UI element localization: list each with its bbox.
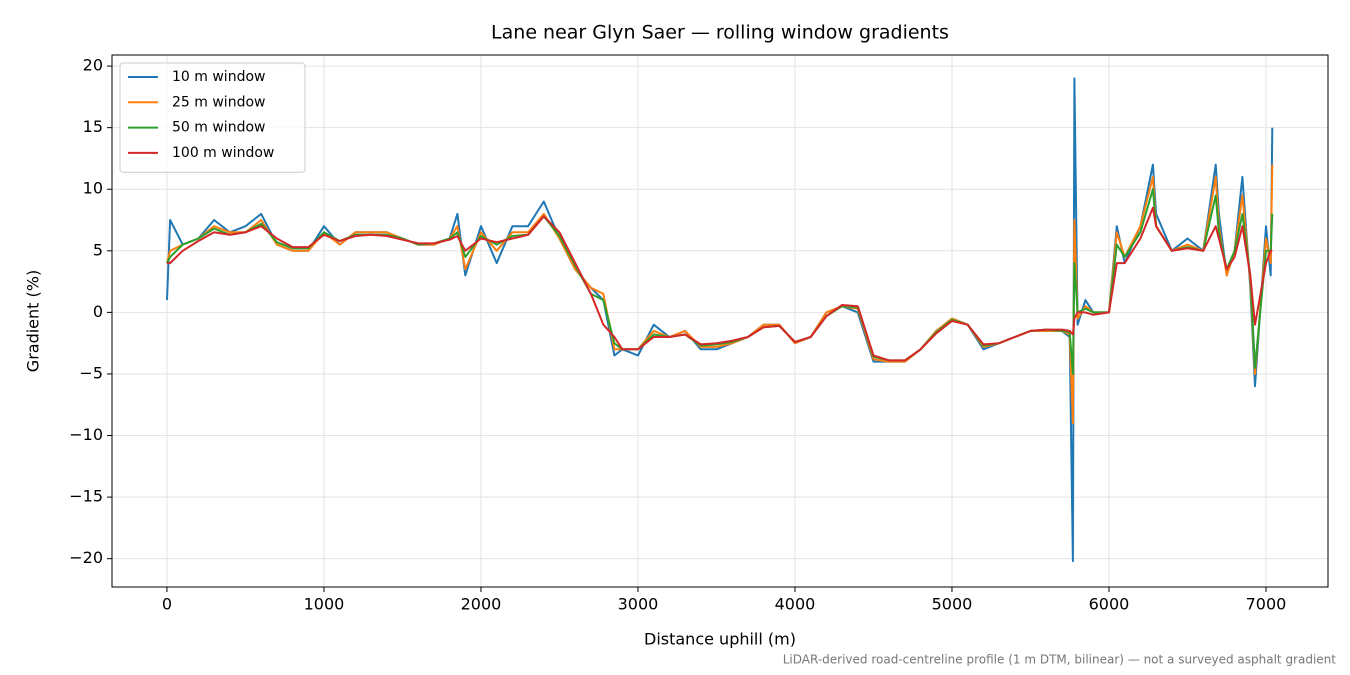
- annotation: LiDAR-derived road-centreline profile (1…: [783, 653, 1337, 667]
- y-tick-label: −20: [69, 548, 103, 567]
- x-tick-label: 6000: [1089, 595, 1130, 614]
- legend-label: 100 m window: [172, 145, 274, 161]
- y-tick-label: −5: [79, 363, 103, 382]
- legend-box: [119, 62, 306, 173]
- chart-title: Lane near Glyn Saer — rolling window gra…: [491, 22, 949, 44]
- x-tick-label: 2000: [461, 595, 502, 614]
- x-tick-label: 3000: [618, 595, 659, 614]
- y-tick-label: 5: [93, 240, 103, 259]
- x-tick-label: 1000: [304, 595, 345, 614]
- y-tick-label: 0: [93, 302, 103, 321]
- legend-label: 10 m window: [172, 69, 265, 85]
- y-tick-label: 15: [83, 117, 103, 136]
- x-tick-label: 0: [162, 595, 172, 614]
- legend-label: 50 m window: [172, 120, 265, 136]
- x-tick-label: 4000: [775, 595, 816, 614]
- x-tick-label: 7000: [1246, 595, 1287, 614]
- y-tick-label: −15: [69, 487, 103, 506]
- y-tick-label: 10: [83, 179, 103, 198]
- legend: 10 m window 25 m window 50 m window 100 m w…: [119, 62, 306, 173]
- y-tick-label: 20: [83, 56, 103, 75]
- plot-frame: [111, 54, 1329, 588]
- series-line: [166, 77, 1274, 563]
- series-line: [167, 206, 1273, 362]
- y-axis-label: Gradient (%): [24, 270, 43, 372]
- series-line: [166, 164, 1274, 425]
- x-axis-label: Distance uphill (m): [644, 630, 796, 649]
- legend-label: 25 m window: [172, 94, 265, 110]
- y-tick-label: −10: [69, 425, 103, 444]
- x-tick-label: 5000: [932, 595, 973, 614]
